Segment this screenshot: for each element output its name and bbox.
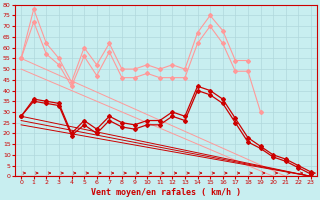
X-axis label: Vent moyen/en rafales ( km/h ): Vent moyen/en rafales ( km/h ) bbox=[91, 188, 241, 197]
